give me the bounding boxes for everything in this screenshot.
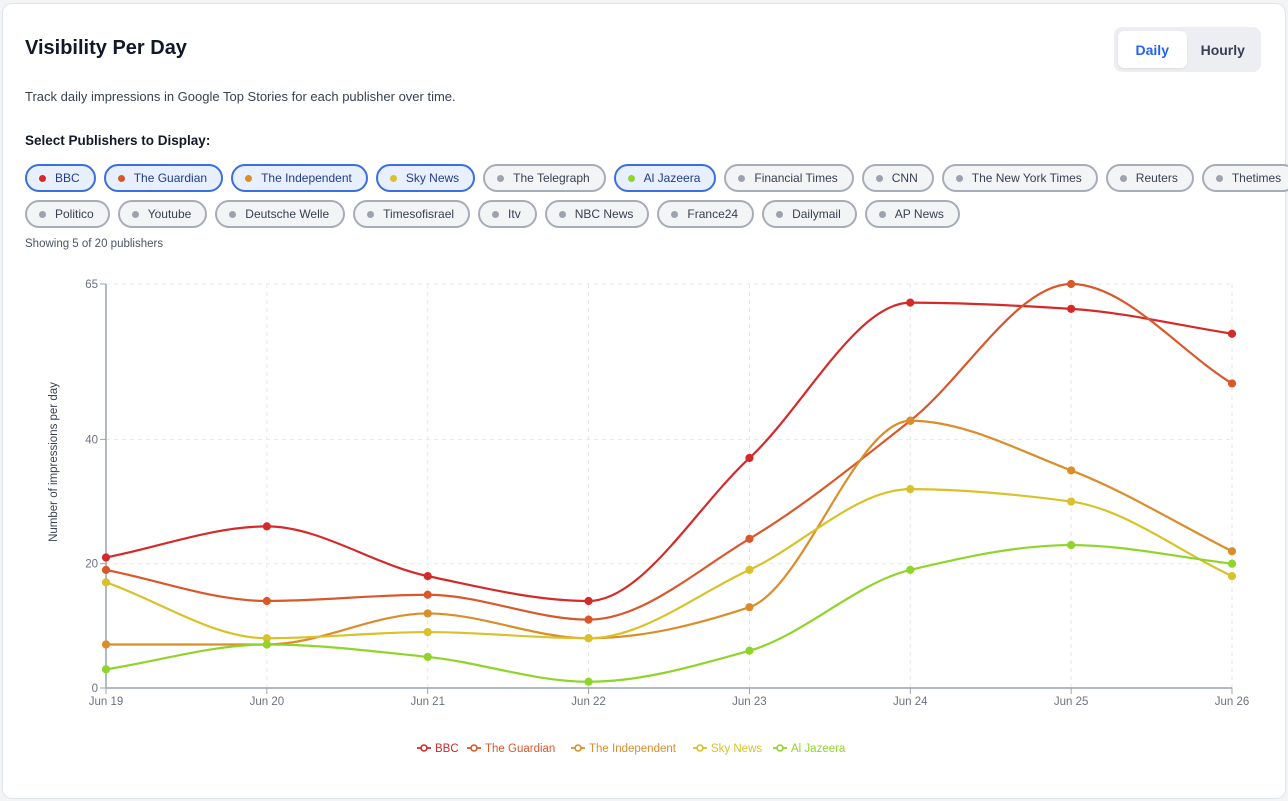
publisher-pill-deutsche-welle[interactable]: Deutsche Welle	[215, 200, 346, 228]
publisher-color-dot	[1119, 174, 1127, 182]
showing-count: Showing 5 of 20 publishers	[25, 238, 164, 250]
publisher-pill-thetimes[interactable]: Thetimes	[1201, 164, 1288, 192]
publisher-pill-nbc-news[interactable]: NBC News	[544, 200, 650, 228]
publisher-pill-label: The New York Times	[971, 171, 1082, 185]
publisher-color-dot	[229, 210, 237, 218]
publisher-pill-timesofisrael[interactable]: Timesofisrael	[353, 200, 471, 228]
publisher-pill-politico[interactable]: Politico	[25, 200, 110, 228]
publisher-pill-the-guardian[interactable]: The Guardian	[103, 164, 224, 192]
page-description: Track daily impressions in Google Top St…	[25, 89, 456, 104]
publisher-color-dot	[492, 210, 500, 218]
publisher-pill-label: Politico	[55, 207, 94, 221]
publisher-pill-financial-times[interactable]: Financial Times	[724, 164, 854, 192]
publisher-pills-row-2: Politico Youtube Deutsche Welle Timesofisra…	[25, 200, 960, 228]
publisher-pill-reuters[interactable]: Reuters	[1105, 164, 1194, 192]
publisher-color-dot	[39, 174, 46, 182]
granularity-toggle: Daily Hourly	[1114, 27, 1261, 72]
publisher-pill-label: Thetimes	[1231, 171, 1282, 185]
publisher-pill-label: Timesofisrael	[383, 207, 455, 221]
publisher-pill-label: Itv	[508, 207, 521, 221]
publisher-pill-label: CNN	[891, 171, 918, 185]
publisher-pill-the-independent[interactable]: The Independent	[231, 164, 368, 192]
hourly-button[interactable]: Hourly	[1200, 41, 1245, 58]
publisher-color-dot	[875, 174, 883, 182]
visibility-card	[2, 3, 1286, 799]
publisher-color-dot	[627, 174, 635, 182]
publisher-color-dot	[245, 174, 253, 182]
publisher-pills-row-1: BBC The Guardian The Independent Sky News Th…	[25, 164, 1288, 192]
publisher-pill-label: Dailymail	[792, 207, 841, 221]
publisher-pill-label: The Independent	[261, 171, 352, 185]
publisher-color-dot	[558, 210, 566, 218]
publisher-color-dot	[1215, 174, 1223, 182]
publisher-pill-label: Al Jazeera	[643, 171, 701, 185]
publisher-pill-france24[interactable]: France24	[657, 200, 755, 228]
publisher-pill-label: NBC News	[574, 207, 634, 221]
publisher-color-dot	[117, 174, 125, 182]
publisher-pill-label: Youtube	[147, 207, 192, 221]
publisher-pill-label: Reuters	[1135, 171, 1178, 185]
publisher-color-dot	[776, 210, 784, 218]
publisher-pill-youtube[interactable]: Youtube	[117, 200, 208, 228]
publisher-pill-cnn[interactable]: CNN	[861, 164, 934, 192]
publisher-color-dot	[497, 174, 505, 182]
publisher-color-dot	[738, 174, 746, 182]
publisher-color-dot	[389, 174, 397, 182]
publisher-pill-the-new-york-times[interactable]: The New York Times	[941, 164, 1098, 192]
publisher-pill-label: Deutsche Welle	[245, 207, 330, 221]
publisher-color-dot	[671, 210, 679, 218]
publisher-pill-label: The Telegraph	[513, 171, 590, 185]
publisher-color-dot	[39, 210, 46, 218]
publisher-pill-bbc[interactable]: BBC	[25, 164, 96, 192]
publisher-pill-dailymail[interactable]: Dailymail	[762, 200, 857, 228]
daily-button[interactable]: Daily	[1118, 31, 1187, 68]
publisher-pill-label: France24	[687, 207, 739, 221]
publisher-pill-label: Sky News	[405, 171, 460, 185]
publisher-pill-itv[interactable]: Itv	[478, 200, 537, 228]
publisher-pill-label: AP News	[894, 207, 944, 221]
publisher-color-dot	[955, 174, 963, 182]
publisher-color-dot	[131, 210, 139, 218]
publisher-pill-ap-news[interactable]: AP News	[864, 200, 960, 228]
page-title: Visibility Per Day	[25, 37, 187, 59]
publisher-pill-label: Financial Times	[754, 171, 838, 185]
publisher-color-dot	[878, 210, 886, 218]
publisher-pill-sky-news[interactable]: Sky News	[375, 164, 476, 192]
publisher-pill-label: The Guardian	[133, 171, 208, 185]
publisher-color-dot	[367, 210, 375, 218]
publisher-pill-label: BBC	[55, 171, 80, 185]
publisher-pill-al-jazeera[interactable]: Al Jazeera	[613, 164, 717, 192]
publisher-select-label: Select Publishers to Display:	[25, 133, 211, 148]
publisher-pill-the-telegraph[interactable]: The Telegraph	[483, 164, 606, 192]
